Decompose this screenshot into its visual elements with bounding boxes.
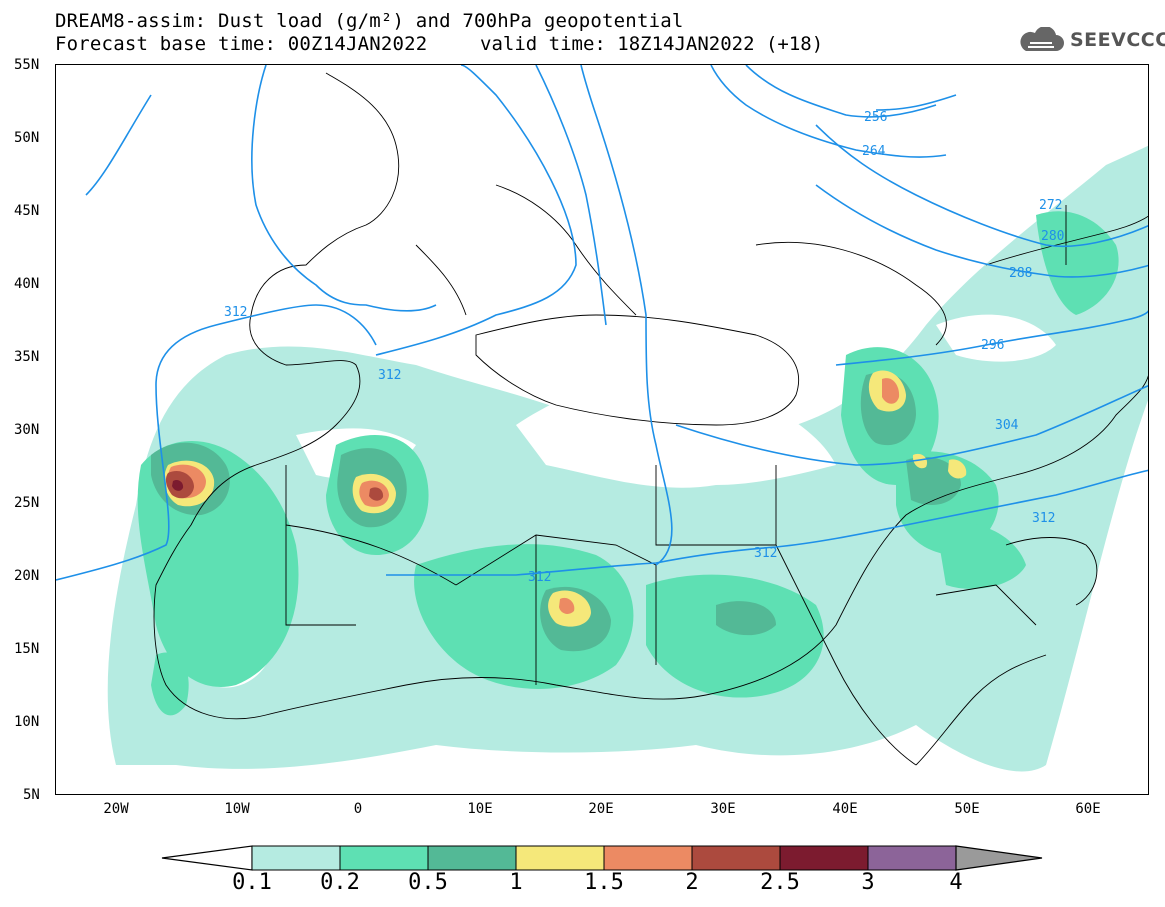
colorbar-label: 2 <box>685 870 699 895</box>
colorbar-label: 3 <box>861 870 875 895</box>
lat-label: 15N <box>14 641 40 657</box>
contour-label: 312 <box>1032 511 1055 526</box>
seevccc-logo: SEEVCCC <box>1016 26 1165 54</box>
lon-label: 40E <box>832 801 858 817</box>
lat-label: 10N <box>14 714 40 730</box>
dust-load-2.5 <box>172 479 184 491</box>
colorbar-swatch <box>427 845 517 871</box>
lat-label: 20N <box>14 568 40 584</box>
colorbar-label: 0.5 <box>408 870 448 895</box>
geopotential-contours <box>56 65 1148 581</box>
lon-label: 20W <box>103 801 129 817</box>
lat-label: 50N <box>14 130 40 146</box>
colorbar-swatch <box>691 845 781 871</box>
colorbar-swatch <box>515 845 605 871</box>
lat-label: 25N <box>14 495 40 511</box>
contour-label: 264 <box>862 144 886 159</box>
logo-text: SEEVCCC <box>1070 29 1165 51</box>
lon-label: 50E <box>954 801 980 817</box>
lon-label: 30E <box>710 801 736 817</box>
map-title: DREAM8-assim: Dust load (g/m²) and 700hP… <box>55 10 684 32</box>
lon-label: 20E <box>588 801 614 817</box>
colorbar-label: 1 <box>509 870 523 895</box>
cloud-icon <box>1020 27 1064 51</box>
lat-label: 55N <box>14 57 40 73</box>
contour-label: 312 <box>754 546 777 561</box>
lat-label: 40N <box>14 276 40 292</box>
contour-label: 312 <box>224 305 247 320</box>
forecast-base-time: Forecast base time: 00Z14JAN2022 <box>55 33 428 55</box>
dust-map: 256 264 272 280 288 296 304 312 312 312 … <box>56 65 1148 772</box>
contour-labels: 256 264 272 280 288 296 304 312 312 312 … <box>224 110 1064 585</box>
colorbar-swatch <box>603 845 693 871</box>
colorbar-label: 0.2 <box>320 870 360 895</box>
lat-label: 5N <box>23 787 40 803</box>
contour-label: 256 <box>864 110 887 125</box>
lat-label: 35N <box>14 349 40 365</box>
lon-label: 0 <box>353 801 363 817</box>
colorbar-swatch <box>867 845 957 871</box>
map-area: 256 264 272 280 288 296 304 312 312 312 … <box>55 64 1149 795</box>
colorbar-swatch <box>251 845 341 871</box>
lon-label: 10E <box>467 801 493 817</box>
colorbar-label: 1.5 <box>584 870 624 895</box>
coastlines-and-borders <box>153 72 1148 766</box>
colorbar-swatch <box>779 845 869 871</box>
colorbar-swatch <box>339 845 429 871</box>
lon-label: 10W <box>224 801 250 817</box>
contour-label: 280 <box>1041 229 1064 244</box>
contour-label: 312 <box>378 368 401 383</box>
contour-label: 296 <box>981 338 1004 353</box>
contour-label: 272 <box>1039 198 1062 213</box>
lat-label: 45N <box>14 203 40 219</box>
contour-label: 312 <box>528 570 551 585</box>
contour-label: 304 <box>995 418 1019 433</box>
lon-label: 60E <box>1075 801 1101 817</box>
colorbar-label: 0.1 <box>232 870 272 895</box>
contour-label: 288 <box>1009 266 1032 281</box>
lat-label: 30N <box>14 422 40 438</box>
colorbar <box>161 845 1043 871</box>
colorbar-label: 2.5 <box>760 870 800 895</box>
colorbar-label: 4 <box>949 870 963 895</box>
valid-time: valid time: 18Z14JAN2022 (+18) <box>480 33 824 55</box>
